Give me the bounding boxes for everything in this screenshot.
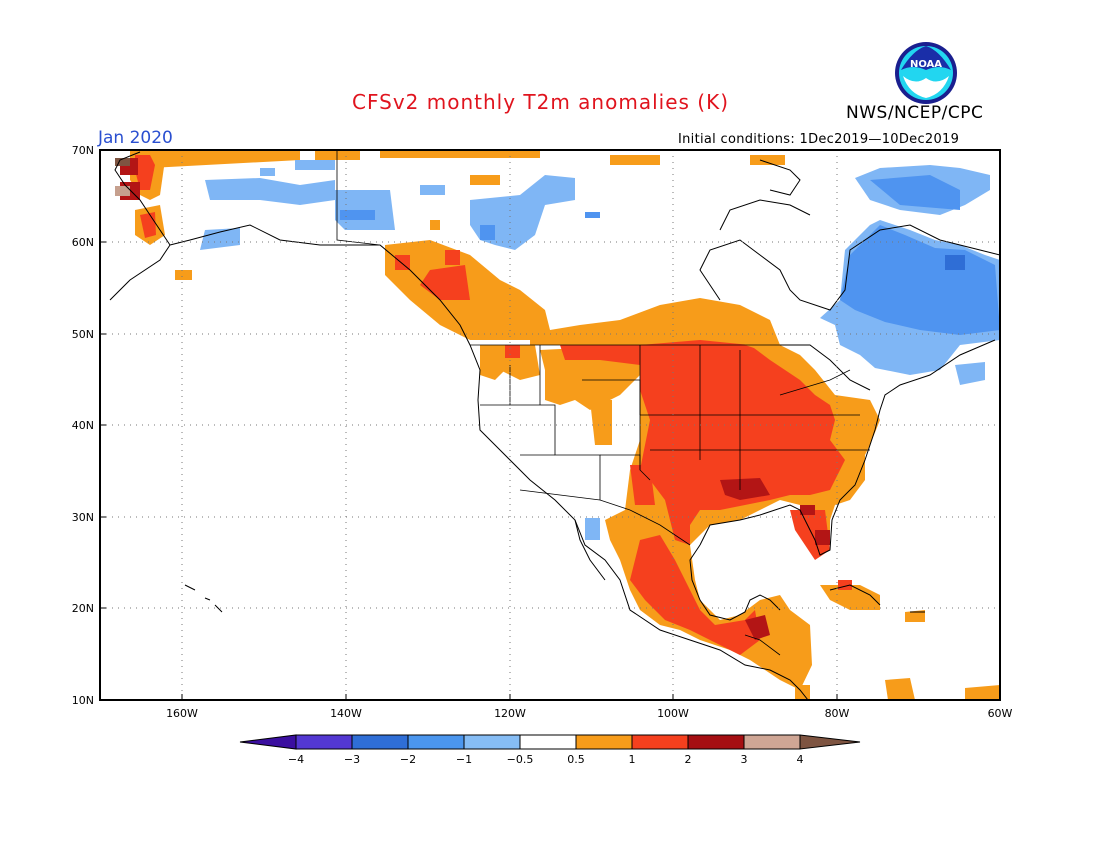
lon-label: 80W bbox=[825, 707, 850, 720]
colorbar-swatch bbox=[631, 734, 689, 750]
colorbar-label: 4 bbox=[797, 753, 804, 766]
colorbar-label: −2 bbox=[400, 753, 416, 766]
colorbar-swatch bbox=[743, 734, 801, 750]
lat-label: 50N bbox=[72, 328, 94, 341]
graticule bbox=[100, 150, 1000, 700]
colorbar-swatch bbox=[687, 734, 745, 750]
colorbar-label: 0.5 bbox=[567, 753, 585, 766]
initial-conditions: Initial conditions: 1Dec2019—10Dec2019 bbox=[678, 132, 960, 147]
colorbar bbox=[239, 734, 861, 750]
colorbar-labels: −4 −3 −2 −1 −0.5 0.5 1 2 3 4 bbox=[288, 753, 804, 766]
lon-label: 140W bbox=[330, 707, 362, 720]
colorbar-label: −1 bbox=[456, 753, 472, 766]
lon-label: 100W bbox=[657, 707, 689, 720]
colorbar-swatch bbox=[463, 734, 521, 750]
coastlines bbox=[109, 151, 1000, 700]
map-title: CFSv2 monthly T2m anomalies (K) bbox=[352, 90, 729, 114]
noaa-logo: NOAA bbox=[895, 42, 957, 104]
svg-text:NOAA: NOAA bbox=[910, 59, 942, 70]
lat-label: 30N bbox=[72, 511, 94, 524]
lon-label: 60W bbox=[988, 707, 1013, 720]
lat-label: 40N bbox=[72, 419, 94, 432]
colorbar-swatch bbox=[351, 734, 409, 750]
colorbar-swatch bbox=[239, 734, 297, 750]
colorbar-label: 1 bbox=[629, 753, 636, 766]
lon-label: 160W bbox=[166, 707, 198, 720]
colorbar-label: −0.5 bbox=[507, 753, 534, 766]
lat-label: 70N bbox=[72, 144, 94, 157]
axis-ticks bbox=[100, 149, 1001, 701]
colorbar-label: −4 bbox=[288, 753, 304, 766]
colorbar-label: 3 bbox=[741, 753, 748, 766]
borders bbox=[336, 150, 870, 656]
longitude-labels: 160W 140W 120W 100W 80W 60W bbox=[166, 707, 1012, 720]
colorbar-swatch bbox=[407, 734, 465, 750]
forecast-month: Jan 2020 bbox=[98, 128, 173, 148]
colorbar-swatch bbox=[295, 734, 353, 750]
anomaly-fields bbox=[115, 150, 1000, 700]
colorbar-swatch bbox=[799, 734, 861, 750]
colorbar-label: −3 bbox=[344, 753, 360, 766]
lon-label: 120W bbox=[494, 707, 526, 720]
lat-label: 20N bbox=[72, 602, 94, 615]
organization-label: NWS/NCEP/CPC bbox=[846, 103, 984, 123]
colorbar-swatch bbox=[519, 734, 577, 750]
lat-label: 60N bbox=[72, 236, 94, 249]
latitude-labels: 70N 60N 50N 40N 30N 20N 10N bbox=[72, 144, 94, 707]
lat-label: 10N bbox=[72, 694, 94, 707]
colorbar-swatch bbox=[575, 734, 633, 750]
colorbar-label: 2 bbox=[685, 753, 692, 766]
